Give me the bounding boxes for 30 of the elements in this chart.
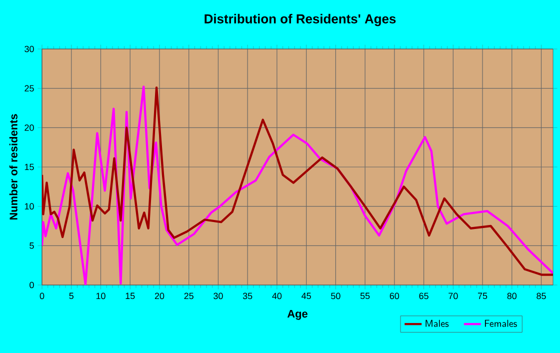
x-tick-label: 30 [214, 292, 223, 300]
x-tick-label: 50 [331, 292, 340, 300]
x-tick-label: 65 [419, 292, 428, 300]
y-tick-label: 30 [24, 46, 34, 52]
x-tick-label: 35 [242, 292, 252, 300]
x-tick-label: 25 [184, 292, 194, 300]
x-tick-label: 40 [272, 292, 282, 300]
y-tick-label: 0 [30, 282, 34, 288]
x-tick-label: 55 [360, 292, 370, 300]
y-tick-label: 5 [30, 242, 34, 249]
y-tick-label: 15 [24, 164, 34, 170]
x-axis-title: Age [287, 310, 308, 320]
x-tick-label: 20 [154, 292, 164, 300]
legend-label: Males [426, 320, 449, 327]
x-tick-label: 60 [390, 292, 400, 300]
x-tick-label: 85 [536, 292, 546, 300]
y-tick-label: 10 [24, 203, 34, 210]
x-tick-label: 15 [126, 292, 135, 300]
x-tick-label: 10 [96, 292, 106, 300]
x-tick-label: 70 [448, 292, 458, 300]
y-axis-title: Number of residents [9, 114, 18, 220]
x-tick-label: 5 [69, 292, 74, 300]
x-tick-label: 45 [302, 292, 311, 300]
legend-label: Females [484, 320, 517, 327]
y-tick-label: 20 [24, 124, 34, 131]
chart-title: Distribution of Residents' Ages [204, 14, 396, 26]
y-tick-label: 25 [24, 85, 34, 92]
x-tick-label: 75 [478, 292, 488, 300]
x-tick-label: 80 [507, 292, 517, 300]
x-tick-label: 0 [40, 292, 44, 300]
